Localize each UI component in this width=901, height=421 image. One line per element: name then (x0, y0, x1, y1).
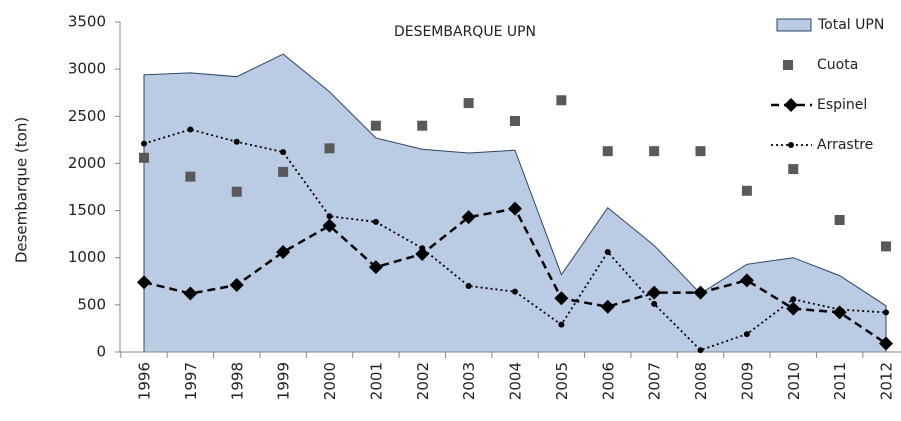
y-tick-label: 3500 (68, 13, 106, 31)
x-tick-label: 1999 (275, 362, 293, 400)
diamond-marker (276, 245, 291, 260)
x-tick-label: 2003 (460, 362, 478, 400)
square-marker (185, 171, 196, 182)
legend-swatch (783, 60, 793, 70)
legend-label: Espinel (817, 97, 867, 113)
diamond-marker (183, 286, 198, 301)
x-tick-label: 1997 (182, 362, 200, 400)
square-marker (278, 166, 289, 177)
diamond-marker (461, 210, 476, 225)
dot-marker (697, 347, 704, 354)
y-tick-label: 2500 (68, 107, 106, 125)
x-tick-label: 2004 (507, 362, 525, 400)
diamond-marker (229, 278, 244, 293)
x-tick-label: 2009 (738, 362, 756, 400)
legend-label: Arrastre (817, 137, 873, 153)
dot-marker (558, 321, 565, 328)
square-marker (834, 215, 845, 225)
diamond-marker (508, 201, 522, 216)
diamond-marker (693, 285, 708, 300)
square-marker (881, 241, 891, 252)
diamond-marker (600, 299, 615, 314)
dot-marker (372, 218, 379, 225)
diamond-marker (554, 291, 569, 306)
dot-marker (743, 331, 750, 338)
dot-marker (280, 149, 287, 156)
square-marker (788, 164, 799, 175)
dot-marker (512, 288, 518, 295)
dot-marker (790, 296, 797, 303)
x-tick-label: 2012 (878, 362, 896, 400)
dot-marker (883, 309, 889, 316)
diamond-marker (322, 218, 337, 233)
y-tick-label: 3000 (68, 60, 106, 78)
x-tick-label: 2005 (553, 362, 571, 400)
square-marker (463, 98, 474, 109)
square-marker (602, 146, 613, 157)
dot-marker (604, 249, 611, 256)
x-tick-label: 2007 (646, 362, 664, 400)
square-marker (695, 146, 706, 157)
x-tick-label: 2006 (599, 362, 617, 400)
diamond-marker (368, 260, 383, 275)
y-tick-label: 1500 (68, 201, 106, 219)
square-marker (417, 120, 428, 131)
diamond-marker (786, 301, 801, 316)
square-marker (741, 185, 752, 196)
dot-marker (233, 138, 240, 145)
chart-title: DESEMBARQUE UPN (394, 24, 536, 40)
legend-label: Total UPN (817, 17, 884, 33)
dot-marker (465, 283, 472, 289)
x-tick-label: 1996 (136, 362, 154, 400)
dot-marker (836, 306, 843, 313)
diamond-marker (415, 246, 430, 261)
y-tick-label: 500 (77, 295, 106, 313)
diamond-marker (137, 275, 151, 290)
square-marker (510, 116, 520, 126)
y-tick-label: 2000 (68, 154, 106, 172)
y-axis-label: Desembarque (ton) (13, 117, 31, 263)
square-marker (370, 120, 381, 131)
square-marker (139, 152, 149, 163)
line (143, 128, 887, 352)
y-tick-label: 0 (96, 343, 106, 361)
square-marker (556, 95, 567, 106)
legend-label: Cuota (817, 57, 858, 73)
x-tick-label: 2011 (831, 362, 849, 400)
legend-swatch (776, 18, 812, 32)
x-tick-label: 2008 (692, 362, 710, 400)
square-marker (324, 143, 335, 154)
legend-marker (784, 98, 798, 112)
legend-marker (788, 142, 794, 148)
square-marker (231, 186, 242, 197)
x-tick-label: 2000 (321, 362, 339, 400)
dot-marker (141, 140, 147, 147)
diamond-marker (739, 273, 754, 288)
y-tick-label: 1000 (68, 248, 106, 266)
dot-marker (187, 126, 194, 133)
dot-marker (326, 213, 333, 220)
x-tick-label: 2002 (414, 362, 432, 400)
square-marker (649, 146, 660, 157)
x-tick-label: 2010 (785, 362, 803, 400)
dot-marker (419, 245, 426, 252)
x-tick-label: 1998 (228, 362, 246, 400)
diamond-marker (879, 336, 893, 351)
dot-marker (651, 300, 658, 307)
x-tick-label: 2001 (367, 362, 385, 400)
diamond-marker (647, 285, 662, 300)
